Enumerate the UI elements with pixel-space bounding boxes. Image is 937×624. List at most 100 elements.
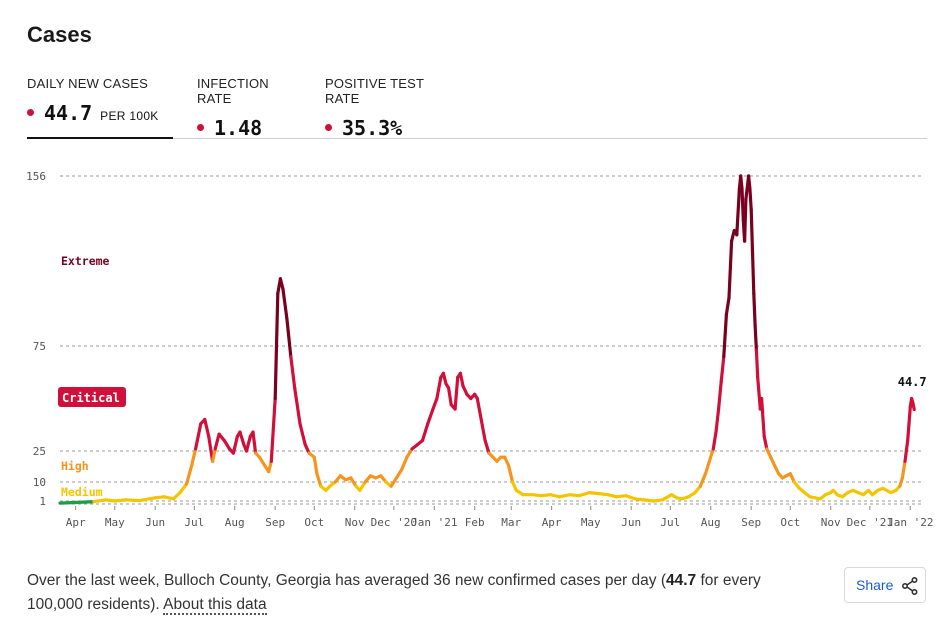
line-segment [431,396,439,411]
risk-label-extreme: Extreme [61,254,110,268]
x-tick-label: Apr [542,516,562,529]
line-segment [389,476,399,488]
line-segment [315,472,323,488]
line-segment [719,354,726,384]
line-segment [73,500,96,505]
line-segment [624,494,637,501]
x-tick-label: Jul [660,516,680,529]
line-segment [251,430,258,455]
line-segment [281,287,289,321]
line-segment [458,371,465,388]
x-tick-label: May [105,516,125,529]
line-segment [483,438,491,455]
line-segment [475,396,483,422]
line-segment [759,396,766,438]
summary-text-end: for every 100,000 residents). [27,572,761,613]
line-segment [222,438,232,451]
line-segment [739,174,744,191]
x-tick-label: Nov [345,516,365,529]
tab-label: POSITIVE TEST RATE [325,76,424,106]
line-segment [557,493,572,499]
line-segment [285,317,293,359]
y-tick-label: 10 [33,476,46,489]
summary-highlight-value: 44.7 [666,572,697,589]
line-segment [231,434,239,455]
cases-line-chart: 1 10 25 75 156 Extreme Critical High Medium Apr… [26,170,933,529]
line-segment [441,371,448,386]
line-segment [660,493,674,502]
about-data-link[interactable]: About this data [163,596,267,615]
x-tick-label: Jun [145,516,165,529]
line-segment [267,459,273,474]
cases-series-line [58,174,916,505]
line-segment [479,417,487,443]
line-segment [124,498,142,503]
last-value-label: 44.7 [898,375,927,389]
line-segment [707,447,715,463]
line-segment [298,422,307,447]
x-tick-label: Aug [225,516,245,529]
line-segment [178,482,189,495]
y-tick-label: 25 [33,445,46,458]
line-segment [900,459,907,480]
summary-text: Over the last week, Bulloch County, Geor… [27,569,817,617]
line-segment [358,480,367,492]
line-segment [58,500,78,505]
x-tick-label: Nov [821,516,841,529]
x-tick-label: Sep [265,516,285,529]
line-segment [293,386,302,426]
line-segment [426,407,435,426]
line-segment [754,348,760,380]
line-segment [753,323,759,352]
status-dot-icon [325,124,332,132]
x-tick-label: Mar [501,516,521,529]
x-tick-label: Aug [701,516,721,529]
line-segment [273,291,280,401]
tab-value: 35.3% [342,116,403,140]
tab-daily-new-cases[interactable]: DAILY NEW CASES 44.7 PER 100K [27,76,173,139]
line-segment [750,249,756,296]
line-segment [92,498,108,504]
line-segment [278,277,285,291]
x-tick-label: Dec '20 [371,516,417,529]
line-segment [194,422,203,451]
line-segment [714,407,721,434]
share-label: Share [856,577,894,593]
y-tick-label: 156 [26,170,46,183]
risk-label-high: High [61,459,89,473]
x-tick-label: May [581,516,601,529]
line-segment [113,498,129,503]
critical-badge [58,387,126,407]
tab-label: INFECTION RATE [197,76,269,106]
line-segment [453,375,460,411]
line-segment [748,186,753,212]
status-dot-icon [27,109,34,117]
tab-infection-rate[interactable]: INFECTION RATE 1.48 [197,76,307,140]
line-segment [211,447,217,463]
risk-label-critical: Critical [62,391,120,405]
tab-value: 44.7 [44,101,93,125]
x-tick-label: Oct [780,516,800,529]
share-button[interactable]: Share [844,567,926,603]
line-segment [400,455,409,472]
line-segment [740,186,745,222]
line-segment [435,375,443,401]
line-segment [137,496,157,503]
x-tick-label: Dec '21 [847,516,893,529]
line-segment [742,197,748,243]
page-title: Cases [27,22,92,47]
line-segment [289,354,297,390]
x-tick-label: Jul [184,516,204,529]
line-segment [911,401,916,412]
status-dot-icon [197,124,204,132]
line-segment [269,396,277,463]
line-segment [746,174,752,191]
risk-label-medium: Medium [61,485,103,499]
y-axis-tick-labels: 1 10 25 75 156 [26,170,46,508]
line-segment [190,447,198,468]
line-segment [724,296,731,317]
tab-positive-test-rate[interactable]: POSITIVE TEST RATE 35.3% [325,76,460,140]
line-segment [698,472,708,488]
line-segment [749,207,755,254]
